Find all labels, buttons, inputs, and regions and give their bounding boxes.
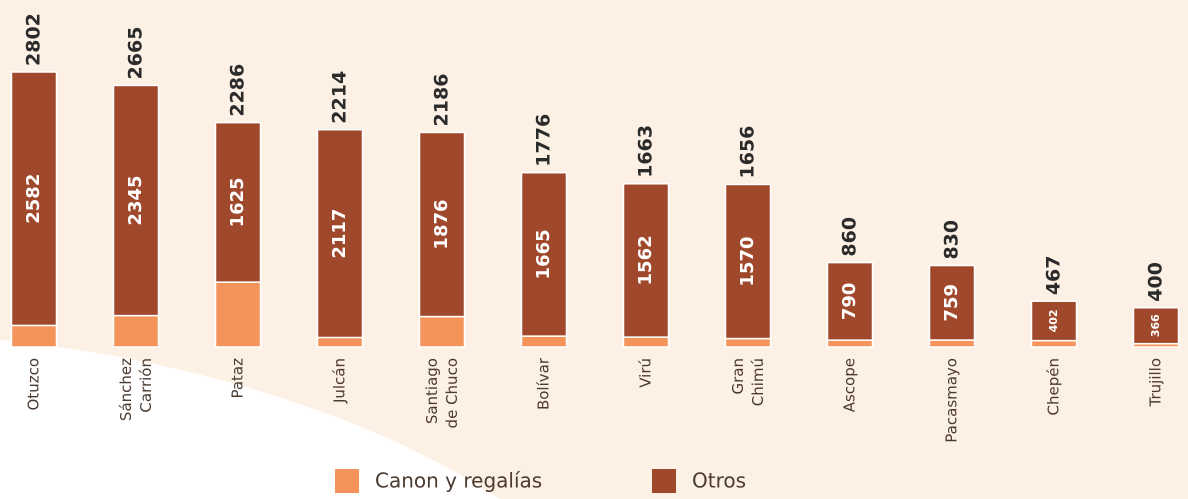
legend-label: Otros <box>692 469 746 493</box>
bar-segment <box>1030 300 1078 342</box>
value-label: 790 <box>839 283 860 321</box>
bar-segment <box>622 183 670 338</box>
bar-segment <box>724 183 772 340</box>
bar-segment <box>316 128 364 339</box>
category-label-line: Chimú <box>749 358 767 406</box>
value-label: 1665 <box>533 229 554 279</box>
value-label: 1876 <box>431 199 452 249</box>
value-label: 1570 <box>737 236 758 286</box>
total-label: 400 <box>1145 262 1167 302</box>
category-label: Santiago de Chuco <box>423 358 461 428</box>
bar-segment <box>1030 339 1078 348</box>
bar-segment <box>214 281 262 348</box>
value-label: 402 <box>1047 309 1060 332</box>
legend-swatch <box>335 469 359 493</box>
total-label: 2286 <box>227 64 249 117</box>
value-label: 2345 <box>125 175 146 225</box>
total-label: 2186 <box>431 74 453 127</box>
bar-segment <box>214 121 262 283</box>
bar-segment <box>724 337 772 348</box>
value-label: 1625 <box>227 177 248 227</box>
bar-segment <box>418 315 466 348</box>
category-label: Virú <box>637 358 655 388</box>
category-label-line: Gran <box>729 358 747 395</box>
category-label: Chepén <box>1045 358 1063 415</box>
value-label: 2117 <box>329 209 350 259</box>
legend-swatch <box>652 469 676 493</box>
total-label: 860 <box>839 217 861 257</box>
legend-label: Canon y regalías <box>375 469 542 493</box>
category-label-line: Santiago <box>423 358 441 424</box>
category-label: Gran Chimú <box>729 358 767 406</box>
total-label: 2665 <box>125 27 147 80</box>
total-label: 2214 <box>329 71 351 124</box>
category-label: Julcán <box>331 358 349 404</box>
category-label-line: Carrión <box>137 358 155 413</box>
category-label: Ascope <box>841 358 859 412</box>
category-label: Sánchez Carrión <box>117 358 155 421</box>
category-label: Pacasmayo <box>943 358 961 443</box>
bar-segment <box>1132 306 1180 345</box>
total-label: 1776 <box>533 114 555 167</box>
bar-segment <box>520 171 568 337</box>
bar-segment <box>10 324 58 348</box>
bar-segment <box>112 314 160 348</box>
category-label-line: de Chuco <box>443 358 461 428</box>
bar-segment <box>418 131 466 318</box>
total-label: 1663 <box>635 125 657 178</box>
bar-segment <box>826 339 874 348</box>
value-label: 2582 <box>23 174 44 224</box>
bar-segment <box>10 71 58 327</box>
background-curve <box>0 340 500 499</box>
bar-segment <box>112 84 160 317</box>
value-label: 759 <box>941 284 962 322</box>
total-label: 1656 <box>737 126 759 179</box>
total-label: 830 <box>941 220 963 260</box>
category-label-line: Sánchez <box>117 358 135 421</box>
category-label: Trujillo <box>1147 358 1165 407</box>
total-label: 2802 <box>23 13 45 66</box>
category-label: Bolívar <box>535 357 553 410</box>
bar-segment <box>622 336 670 348</box>
value-label: 366 <box>1149 314 1162 337</box>
category-label: Otuzco <box>25 358 43 411</box>
value-label: 1562 <box>635 235 656 285</box>
total-label: 467 <box>1043 255 1065 295</box>
bar-segment <box>928 264 976 341</box>
category-label: Pataz <box>229 358 247 399</box>
bar-segment <box>520 335 568 348</box>
bar-segment <box>928 339 976 348</box>
bar-segment <box>316 336 364 348</box>
bar-segment <box>826 261 874 341</box>
